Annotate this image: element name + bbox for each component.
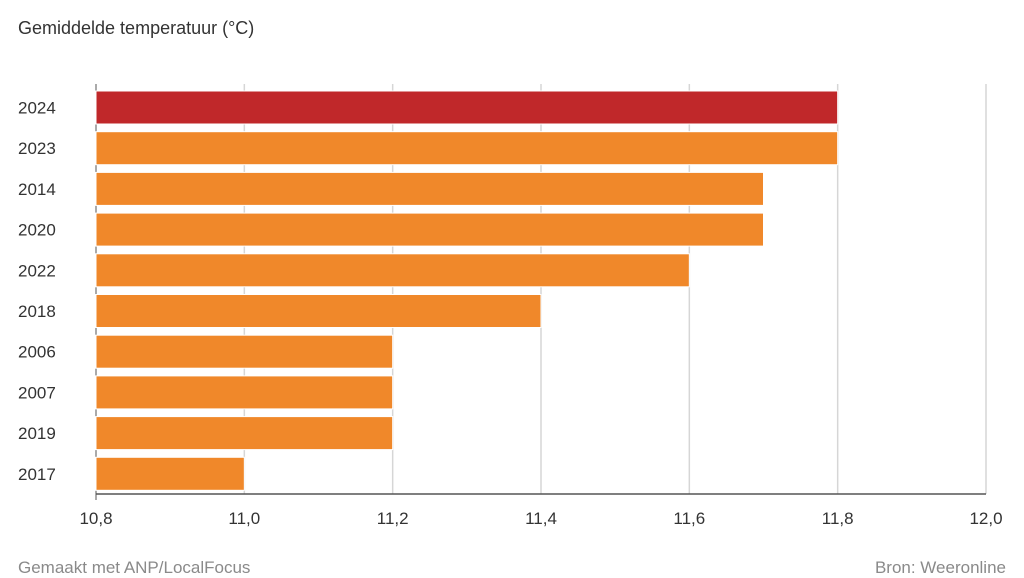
x-tick-label: 11,6 [673,509,705,528]
x-tick-label: 12,0 [969,509,1002,528]
category-label: 2014 [18,180,56,199]
x-tick-label: 11,0 [228,509,260,528]
category-label: 2024 [18,99,56,118]
category-label: 2018 [18,302,56,321]
category-label: 2019 [18,424,56,443]
x-tick-label: 10,8 [79,509,112,528]
category-label: 2020 [18,221,56,240]
category-label: 2017 [18,465,56,484]
x-axis-tick-labels: 10,8 11,0 11,2 11,4 11,6 11,8 12,0 [79,509,1002,528]
category-label: 2007 [18,383,56,402]
x-tick-label: 11,8 [822,509,854,528]
bar-2007 [95,375,394,410]
bar-2017 [95,456,245,491]
x-tick-label: 11,2 [377,509,409,528]
category-label: 2022 [18,261,56,280]
bar-2006 [95,334,394,369]
category-label: 2023 [18,139,56,158]
bar-2019 [95,416,394,451]
chart-subtitle: Gemiddelde temperatuur (°C) [18,18,255,38]
x-tick-label: 11,4 [525,509,557,528]
bar-2018 [95,294,542,328]
bar-2023 [95,131,839,166]
bar-2020 [95,212,764,247]
bars [95,90,839,491]
bar-2022 [95,253,690,288]
category-label: 2006 [18,343,56,362]
footer-source: Bron: Weeronline [874,558,1006,577]
bar-2024 [95,90,839,125]
category-labels: 2024 2023 2014 2020 2022 2018 2006 2007 2019 2017 [18,99,56,484]
footer-credit: Gemaakt met ANP/LocalFocus [18,558,251,577]
bar-2014 [95,171,764,206]
